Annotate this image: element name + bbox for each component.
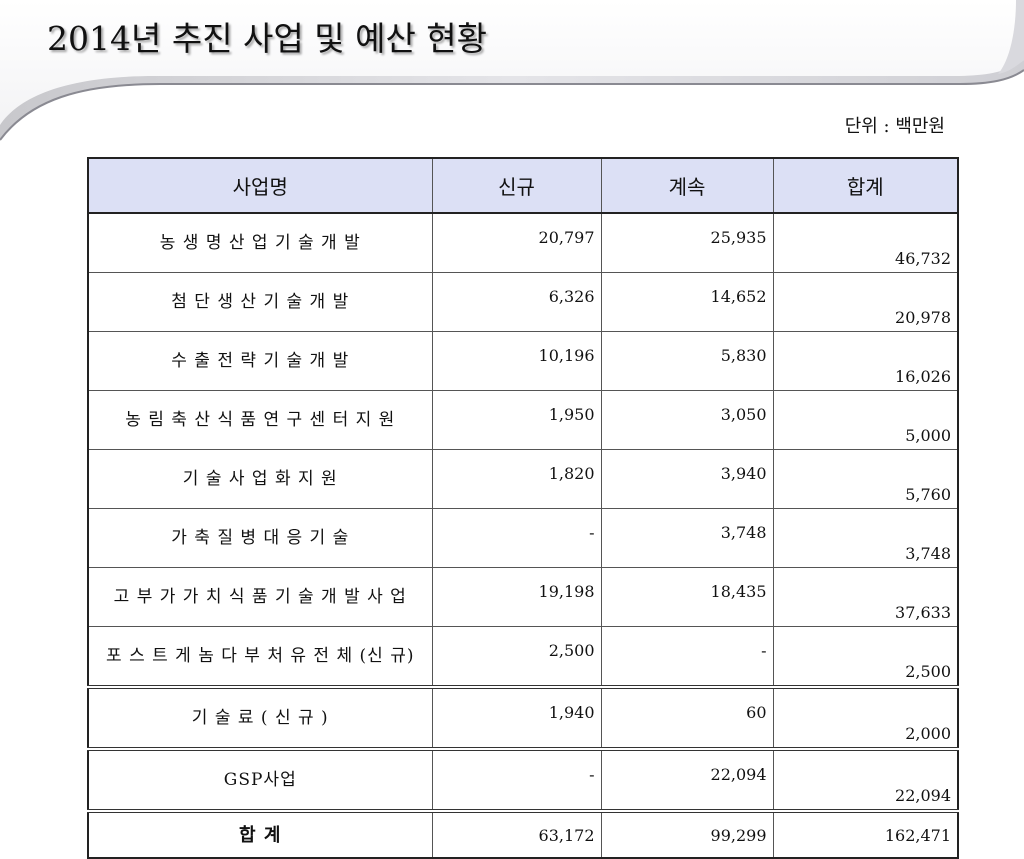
row-continuing: 60 xyxy=(600,685,774,750)
table-row: 가 축 질 병 대 응 기 술 - 3,748 3,748 xyxy=(87,508,959,568)
header-swoosh-decoration xyxy=(0,0,1024,141)
row-name: 농 림 축 산 식 품 연 구 센 터 지 원 xyxy=(87,390,433,450)
sum-total: 162,471 xyxy=(772,809,959,859)
row-new: 1,950 xyxy=(431,390,602,450)
table-row: 기 술 료 ( 신 규 ) 1,940 60 2,000 xyxy=(87,685,959,750)
table-row: 수 출 전 략 기 술 개 발 10,196 5,830 16,026 xyxy=(87,331,959,391)
row-name: 포 스 트 게 놈 다 부 처 유 전 체 (신 규) xyxy=(87,626,433,688)
header-total: 합계 xyxy=(772,157,959,214)
row-total: 22,094 xyxy=(772,747,959,812)
table-row: 첨 단 생 산 기 술 개 발 6,326 14,652 20,978 xyxy=(87,272,959,332)
row-new: 6,326 xyxy=(431,272,602,332)
row-new: 2,500 xyxy=(431,626,602,688)
row-name: 고 부 가 가 치 식 품 기 술 개 발 사 업 xyxy=(87,567,433,627)
row-name: 첨 단 생 산 기 술 개 발 xyxy=(87,272,433,332)
row-continuing: 3,940 xyxy=(600,449,774,509)
row-name: 가 축 질 병 대 응 기 술 xyxy=(87,508,433,568)
unit-label: 단위 : 백만원 xyxy=(844,116,945,137)
row-name: 기 술 료 ( 신 규 ) xyxy=(87,685,433,750)
row-continuing: 14,652 xyxy=(600,272,774,332)
row-name: 농 생 명 산 업 기 술 개 발 xyxy=(87,212,433,273)
table-row: 포 스 트 게 놈 다 부 처 유 전 체 (신 규) 2,500 - 2,50… xyxy=(87,626,959,688)
row-new: 20,797 xyxy=(431,212,602,273)
row-continuing: - xyxy=(600,626,774,688)
sum-label: 합 계 xyxy=(87,809,433,859)
row-total: 46,732 xyxy=(772,212,959,273)
row-total: 37,633 xyxy=(772,567,959,627)
row-total: 3,748 xyxy=(772,508,959,568)
table-sum-row: 합 계 63,172 99,299 162,471 xyxy=(87,809,959,859)
row-total: 5,760 xyxy=(772,449,959,509)
header-project-name: 사업명 xyxy=(87,157,433,214)
table-row: 기 술 사 업 화 지 원 1,820 3,940 5,760 xyxy=(87,449,959,509)
page-title: 2014년 추진 사업 및 예산 현황 xyxy=(47,19,488,58)
row-new: 10,196 xyxy=(431,331,602,391)
row-name: 수 출 전 략 기 술 개 발 xyxy=(87,331,433,391)
header-new: 신규 xyxy=(431,157,602,214)
sum-new: 63,172 xyxy=(431,809,602,859)
row-new: 1,820 xyxy=(431,449,602,509)
table-row: 농 생 명 산 업 기 술 개 발 20,797 25,935 46,732 xyxy=(87,212,959,273)
row-total: 2,000 xyxy=(772,685,959,750)
row-continuing: 3,050 xyxy=(600,390,774,450)
table-header-row: 사업명 신규 계속 합계 xyxy=(87,157,959,214)
header-continuing: 계속 xyxy=(600,157,774,214)
table-row: 농 림 축 산 식 품 연 구 센 터 지 원 1,950 3,050 5,00… xyxy=(87,390,959,450)
table-row: GSP사업 - 22,094 22,094 xyxy=(87,747,959,812)
sum-continuing: 99,299 xyxy=(600,809,774,859)
row-continuing: 5,830 xyxy=(600,331,774,391)
row-name: 기 술 사 업 화 지 원 xyxy=(87,449,433,509)
row-total: 16,026 xyxy=(772,331,959,391)
row-continuing: 22,094 xyxy=(600,747,774,812)
row-name: GSP사업 xyxy=(87,747,433,812)
row-new: 19,198 xyxy=(431,567,602,627)
row-new: - xyxy=(431,508,602,568)
row-continuing: 18,435 xyxy=(600,567,774,627)
row-continuing: 25,935 xyxy=(600,212,774,273)
row-total: 5,000 xyxy=(772,390,959,450)
row-total: 2,500 xyxy=(772,626,959,688)
row-total: 20,978 xyxy=(772,272,959,332)
row-new: - xyxy=(431,747,602,812)
budget-table: 사업명 신규 계속 합계 농 생 명 산 업 기 술 개 발 20,797 25… xyxy=(87,157,959,859)
row-continuing: 3,748 xyxy=(600,508,774,568)
row-new: 1,940 xyxy=(431,685,602,750)
table-row: 고 부 가 가 치 식 품 기 술 개 발 사 업 19,198 18,435 … xyxy=(87,567,959,627)
